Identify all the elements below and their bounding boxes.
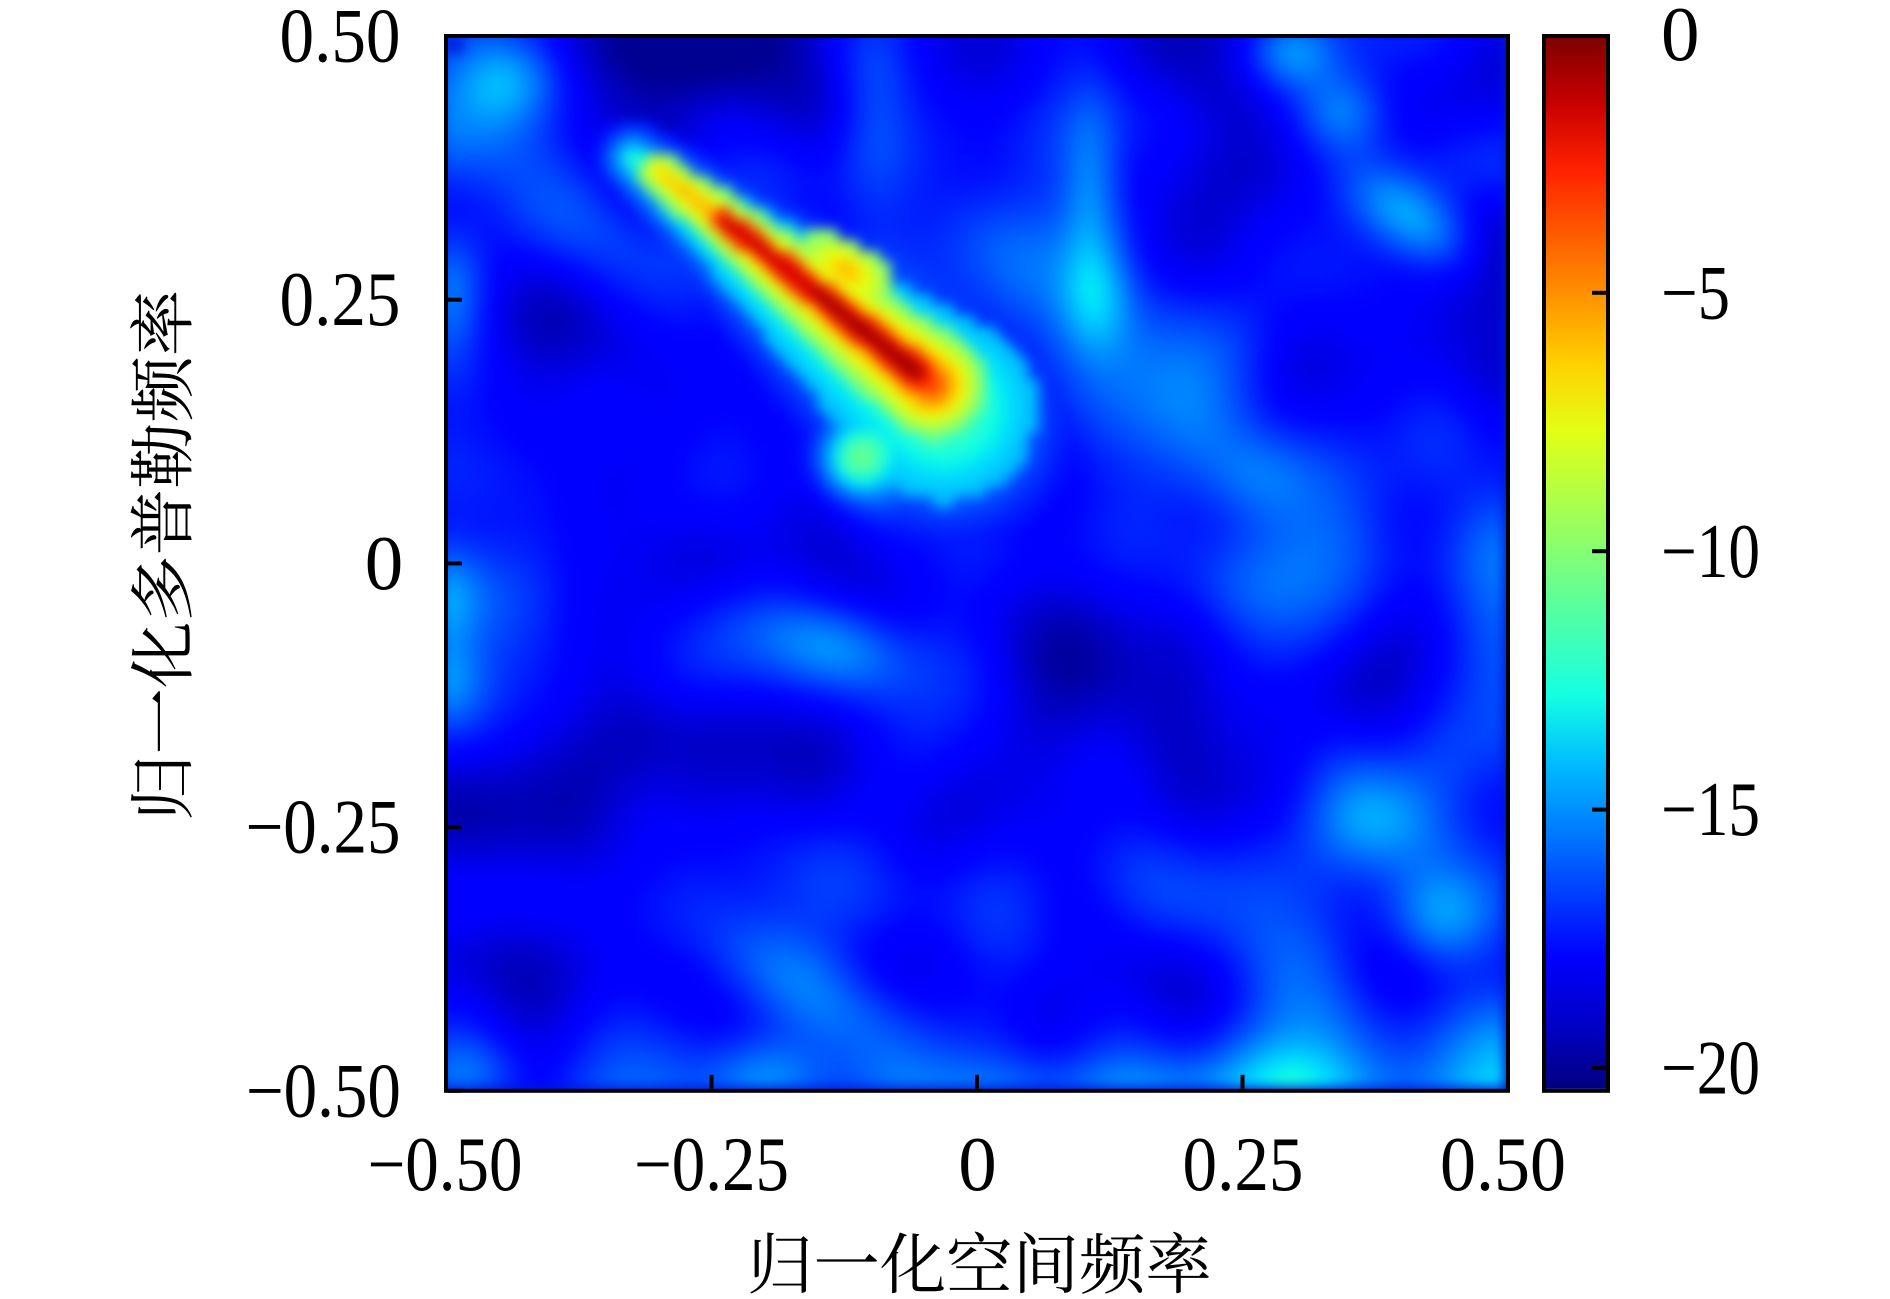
svg-text:−5: −5 [1661, 249, 1730, 335]
svg-text:0: 0 [958, 1121, 997, 1207]
svg-text:−10: −10 [1661, 508, 1760, 594]
svg-text:−0.50: −0.50 [368, 1121, 523, 1207]
svg-text:0: 0 [365, 520, 404, 606]
svg-text:−20: −20 [1661, 1024, 1760, 1110]
svg-text:−0.25: −0.25 [246, 784, 401, 870]
svg-text:−15: −15 [1661, 766, 1760, 852]
svg-text:0.25: 0.25 [280, 256, 401, 342]
svg-text:−0.50: −0.50 [246, 1047, 401, 1133]
svg-text:0.50: 0.50 [280, 0, 401, 79]
svg-text:0: 0 [1661, 0, 1700, 77]
svg-text:0.50: 0.50 [1440, 1121, 1566, 1207]
svg-text:0.25: 0.25 [1183, 1121, 1304, 1207]
svg-text:−0.25: −0.25 [634, 1121, 789, 1207]
